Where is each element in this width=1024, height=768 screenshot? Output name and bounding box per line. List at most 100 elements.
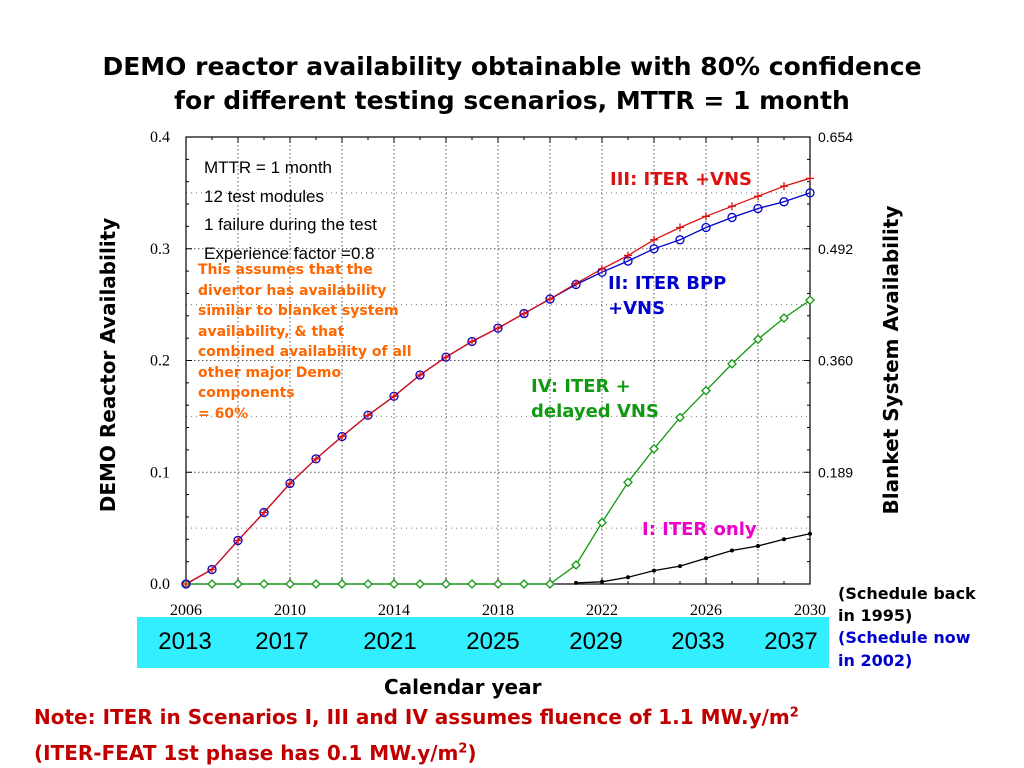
data-point (598, 264, 606, 273)
data-point (546, 295, 554, 304)
y-axis-title: DEMO Reactor Availability (96, 218, 120, 513)
data-point (756, 544, 760, 549)
schedule-2002-note: (Schedule now in 2002) (838, 626, 970, 672)
divertor-note-line: divertor has availability (198, 282, 387, 299)
divertor-note-line: similar to blanket system (198, 303, 399, 319)
x-tick-label: 2026 (690, 602, 722, 619)
data-point (624, 251, 632, 260)
y2-tick-label: 0.189 (818, 464, 853, 480)
data-point (727, 358, 737, 369)
schedule-1995-line2: in 1995) (838, 606, 913, 625)
divertor-note-line: = 60% (198, 405, 249, 422)
data-point (675, 412, 685, 423)
data-point (730, 548, 734, 553)
chart-title-line1: DEMO reactor availability obtainable wit… (102, 52, 922, 81)
data-point (600, 579, 604, 584)
data-point (493, 579, 503, 589)
scenario-iv-label-line1: IV: ITER + (531, 376, 631, 397)
y-tick-label: 0.3 (150, 241, 170, 258)
data-point (337, 579, 347, 589)
data-point (572, 279, 580, 288)
data-point (597, 517, 607, 528)
data-point (675, 235, 685, 245)
band-year-2021: 2021 (363, 628, 417, 655)
data-point (415, 579, 425, 589)
data-point (780, 182, 788, 191)
assumption-experience-factor: Experience factor =0.8 (204, 243, 375, 263)
data-point (312, 454, 320, 463)
data-point (753, 203, 763, 214)
series-line-4 (575, 533, 811, 584)
data-point (364, 411, 372, 420)
x-tick-label: 2030 (794, 602, 826, 619)
data-point (701, 222, 711, 233)
divertor-note: This assumes that the divertor has avail… (198, 260, 412, 424)
band-year-2037: 2037 (764, 628, 818, 655)
scenario-iv-label-line2: delayed VNS (531, 401, 659, 422)
iter-fluence-note-text: Note: ITER in Scenarios I, III and IV as… (34, 705, 790, 729)
y-tick-label: 0.0 (150, 576, 170, 593)
x-tick-label: 2006 (170, 602, 202, 619)
data-point (649, 244, 659, 254)
y-tick-label: 0.2 (150, 353, 170, 370)
divertor-note-line: components (198, 385, 295, 401)
data-point (754, 192, 762, 201)
data-point (753, 334, 763, 345)
assumptions-box: MTTR = 1 month 12 test modules 1 failure… (204, 154, 377, 268)
data-point (207, 579, 217, 589)
iter-fluence-note-superscript: 2 (789, 705, 799, 721)
data-point (805, 295, 815, 306)
data-point (571, 560, 581, 570)
y2-tick-label: 0.492 (818, 241, 853, 257)
iter-feat-note-close: ) (467, 741, 477, 765)
divertor-note-line: combined availability of all (198, 344, 412, 360)
data-point (545, 579, 555, 589)
y-tick-label: 0.1 (150, 464, 170, 481)
data-point (389, 579, 399, 589)
band-year-2013: 2013 (158, 628, 212, 655)
data-point (468, 337, 476, 346)
data-point (286, 479, 294, 488)
chart-title-line2: for different testing scenarios, MTTR = … (174, 86, 850, 115)
band-year-2029: 2029 (569, 628, 623, 655)
scenario-iv-label: IV: ITER + delayed VNS (531, 374, 659, 424)
scenario-i-label: I: ITER only (642, 519, 757, 540)
data-point (259, 579, 269, 589)
y-tick-label: 0.4 (150, 129, 170, 146)
schedule-1995-line1: (Schedule back (838, 584, 976, 603)
divertor-note-line: This assumes that the (198, 262, 373, 278)
assumption-test-modules: 12 test modules (204, 186, 325, 206)
data-point (390, 392, 398, 401)
data-point (363, 579, 373, 589)
data-point (626, 575, 630, 580)
data-point (649, 443, 659, 454)
iter-feat-note: (ITER-FEAT 1st phase has 0.1 MW.y/m2) (34, 741, 477, 765)
scenario-ii-label: II: ITER BPP +VNS (608, 271, 726, 321)
data-point (494, 324, 502, 333)
y2-axis-title: Blanket System Availability (879, 206, 903, 515)
data-point (311, 579, 321, 589)
schedule-2002-line1: (Schedule now (838, 628, 971, 647)
iter-feat-note-text: (ITER-FEAT 1st phase has 0.1 MW.y/m (34, 741, 459, 765)
divertor-note-line: other major Demo (198, 364, 342, 381)
divertor-note-line: availability, & that (198, 323, 345, 340)
data-point (702, 212, 710, 221)
data-point (623, 477, 633, 488)
data-point (467, 579, 477, 589)
calendar-year-label: Calendar year (384, 675, 542, 699)
schedule-2002-line2: in 2002) (838, 651, 913, 670)
band-year-2033: 2033 (671, 628, 725, 655)
scenario-iii-label: III: ITER +VNS (610, 169, 752, 190)
schedule-1995-note: (Schedule back in 1995) (838, 583, 976, 627)
x-tick-label: 2018 (482, 602, 514, 619)
iter-fluence-note: Note: ITER in Scenarios I, III and IV as… (34, 705, 799, 729)
data-point (704, 556, 708, 561)
data-point (652, 568, 656, 573)
data-point (442, 353, 450, 362)
data-point (782, 537, 786, 542)
scenario-ii-label-line2: +VNS (608, 298, 666, 319)
iter-feat-note-superscript: 2 (458, 741, 468, 757)
scenario-ii-label-line1: II: ITER BPP (608, 273, 727, 294)
data-point (338, 432, 346, 441)
